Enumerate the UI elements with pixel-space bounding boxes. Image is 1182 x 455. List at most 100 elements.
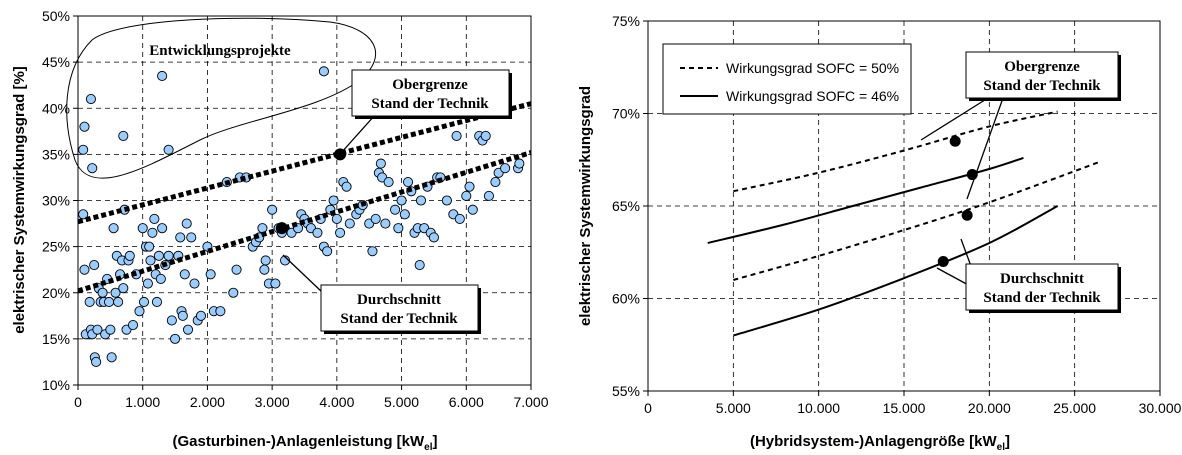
y-tick-label: 25% (42, 239, 70, 255)
scatter-point (390, 204, 401, 215)
scatter-point (428, 232, 439, 243)
scatter-point (396, 195, 407, 206)
scatter-point (79, 264, 90, 275)
right-x-axis-title-main: (Hybridsystem-)Anlagengröße [kW (750, 433, 998, 450)
right-legend: Wirkungsgrad SOFC = 50% Wirkungsgrad SOF… (662, 43, 912, 115)
reference-marker (937, 256, 949, 267)
y-tick-label: 60% (612, 291, 640, 307)
reference-marker (949, 135, 961, 147)
scatter-point (177, 310, 188, 321)
left-chart: 10% 15% 20% 25% 30% 35% 40% 45% 50% 0 1.000 2.000 3… (11, 8, 549, 453)
scatter-point (370, 213, 381, 224)
left-avg-callout-box (320, 284, 479, 332)
scatter-point (157, 223, 168, 234)
y-tick-label: 30% (42, 193, 70, 209)
reference-marker (275, 222, 288, 235)
left-x-axis-title-sub: el (424, 442, 433, 453)
scatter-point (145, 255, 156, 266)
scatter-point (341, 181, 352, 192)
scatter-point (267, 204, 278, 215)
scatter-point (375, 158, 386, 169)
right-upper-callout-line2: Stand der Technik (983, 78, 1101, 94)
scatter-point (92, 324, 103, 335)
reference-marker (334, 148, 347, 161)
reference-marker (966, 169, 978, 181)
left-points (78, 66, 525, 367)
scatter-point (137, 223, 148, 234)
scatter-point (147, 227, 158, 238)
x-tick-label: 5.000 (716, 400, 751, 416)
scatter-point (89, 260, 100, 271)
right-upper-callout-leader-1 (920, 97, 989, 141)
y-tick-label: 40% (42, 100, 70, 116)
scatter-point (215, 306, 226, 317)
x-tick-label: 4.000 (319, 394, 354, 410)
scatter-point (441, 195, 452, 206)
left-y-axis-title: elektrischer Systemwirkungsgrad [%] (11, 66, 28, 334)
scatter-point (181, 218, 192, 229)
y-tick-label: 55% (612, 383, 640, 399)
right-markers (937, 135, 978, 267)
scatter-point (175, 232, 186, 243)
scatter-point (461, 190, 472, 201)
right-x-axis-title-end: ] (1005, 433, 1010, 450)
left-trend-lines (77, 101, 532, 294)
scatter-point (85, 93, 96, 105)
scatter-point (151, 296, 163, 308)
left-x-ticks: 0 1.000 2.000 3.000 4.000 5.000 6.000 7.000 (74, 385, 549, 410)
left-markers (275, 148, 347, 235)
scatter-point (344, 218, 355, 229)
y-tick-label: 70% (612, 106, 640, 122)
cluster-outline (66, 17, 377, 179)
right-x-ticks: 0 5.000 10.000 15.000 20.000 25.000 30.000 (644, 391, 1182, 416)
scatter-point (454, 213, 465, 224)
scatter-point (118, 283, 129, 294)
y-tick-label: 10% (42, 377, 70, 393)
scatter-point (490, 176, 501, 188)
scatter-point (149, 213, 160, 224)
series-line-sofc-46 (707, 156, 1024, 244)
x-tick-label: 5.000 (384, 394, 419, 410)
right-avg-callout-line2: Stand der Technik (983, 290, 1101, 306)
right-legend-box (662, 43, 912, 115)
scatter-point (260, 255, 271, 266)
scatter-point (259, 264, 270, 275)
x-tick-label: 0 (74, 394, 82, 410)
scatter-point (195, 310, 207, 321)
scatter-point (312, 227, 323, 238)
left-upper-callout-line2: Stand der Technik (371, 96, 489, 112)
scatter-point (228, 287, 239, 298)
series-line-sofc-46 (733, 205, 1059, 337)
left-x-axis-title: (Gasturbinen-)Anlagenleistung [kWel] (172, 433, 437, 453)
scatter-point (87, 163, 98, 174)
scatter-point (78, 209, 89, 220)
scatter-point (163, 144, 174, 155)
scatter-point (464, 181, 475, 192)
right-x-axis-title: (Hybridsystem-)Anlagengröße [kWel] (750, 433, 1010, 453)
scatter-point (134, 306, 145, 317)
scatter-point (118, 130, 129, 141)
scatter-point (335, 227, 346, 238)
y-tick-label: 50% (42, 8, 70, 24)
right-avg-callout-line1: Durchschnitt (1000, 271, 1084, 287)
scatter-point (189, 278, 200, 289)
left-avg-callout-line2: Stand der Technik (340, 311, 458, 327)
right-y-ticks: 55% 60% 65% 70% 75% (612, 13, 648, 399)
left-avg-callout-leader (282, 254, 323, 293)
scatter-point (97, 287, 108, 298)
scatter-point (108, 223, 119, 234)
right-avg-callout-box (965, 263, 1119, 311)
left-upper-callout-box (351, 69, 510, 117)
left-upper-callout-line1: Obergrenze (392, 77, 468, 93)
scatter-point (514, 158, 525, 169)
right-upper-callout-line1: Obergrenze (1004, 59, 1080, 75)
scatter-point (322, 246, 333, 257)
left-y-ticks: 10% 15% 20% 25% 30% 35% 40% 45% 50% (42, 8, 78, 393)
scatter-point (380, 218, 391, 229)
x-tick-label: 20.000 (968, 400, 1011, 416)
scatter-point (467, 204, 478, 215)
scatter-point (414, 260, 425, 271)
y-tick-label: 75% (612, 13, 640, 29)
scatter-point (142, 278, 153, 289)
